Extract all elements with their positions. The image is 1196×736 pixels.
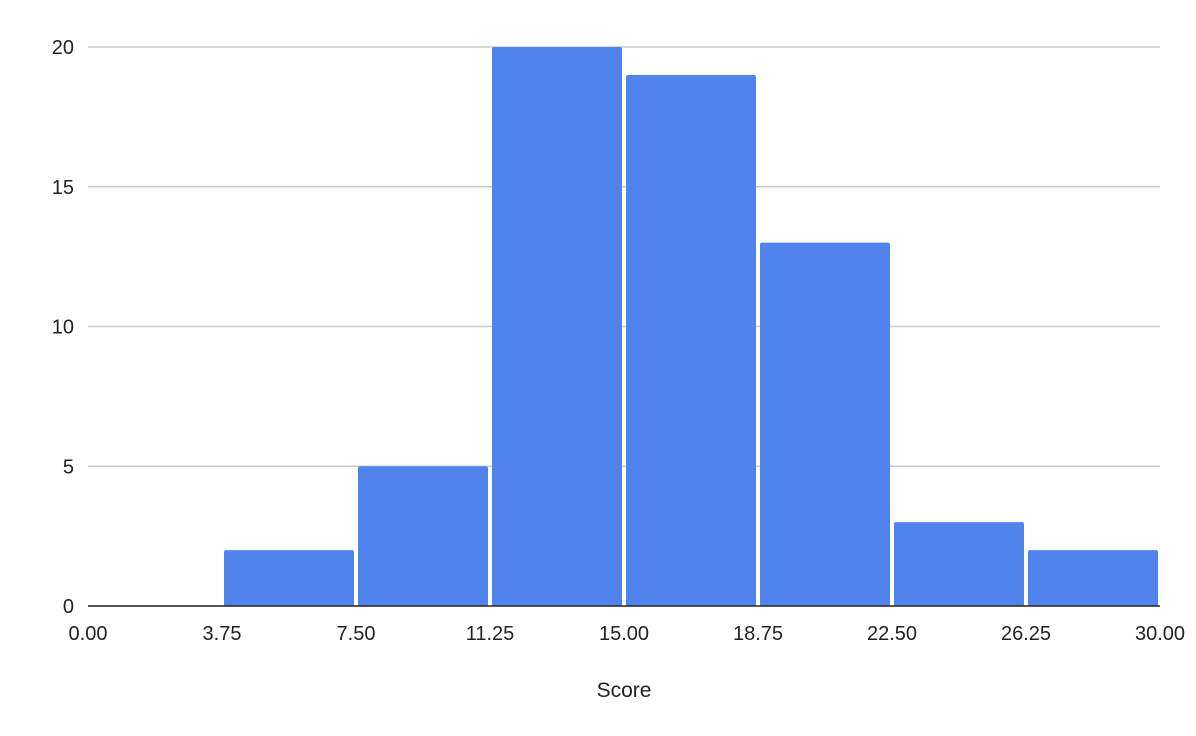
y-tick-label: 0: [63, 596, 74, 618]
x-tick-label: 11.25: [466, 623, 515, 645]
histogram-bar-7: [1028, 550, 1158, 606]
x-axis-title: Score: [597, 679, 652, 702]
x-tick-label: 30.00: [1135, 623, 1185, 645]
histogram-bar-3: [492, 47, 622, 606]
y-tick-label: 10: [52, 317, 74, 339]
gridlines: [88, 46, 1160, 467]
x-tick-label: 0.00: [69, 623, 108, 645]
y-tick-label: 20: [52, 37, 74, 59]
y-tick-label: 15: [52, 177, 74, 199]
histogram-bar-5: [760, 242, 890, 606]
x-tick-label: 18.75: [733, 623, 783, 645]
x-tick-label: 3.75: [203, 623, 242, 645]
bars: [224, 47, 1158, 606]
histogram-bar-6: [894, 522, 1024, 606]
x-tick-label: 26.25: [1001, 623, 1051, 645]
x-tick-label: 22.50: [867, 623, 917, 645]
x-tick-label: 7.50: [337, 623, 376, 645]
histogram-bar-2: [358, 466, 488, 606]
y-tick-label: 5: [63, 456, 74, 478]
x-tick-label: 15.00: [599, 623, 649, 645]
histogram-bar-1: [224, 550, 354, 606]
y-axis-tick-labels: 0 5 10 15 20: [52, 37, 74, 618]
histogram-bar-4: [626, 74, 756, 606]
x-axis-tick-labels: 0.00 3.75 7.50 11.25 15.00 18.75 22.50 26.25 30.…: [69, 623, 1186, 645]
